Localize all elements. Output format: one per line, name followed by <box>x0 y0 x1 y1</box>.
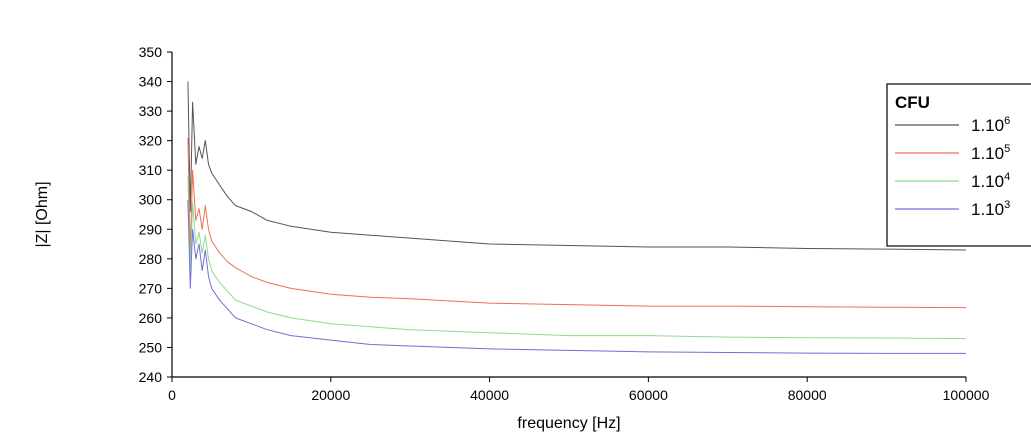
series-layer <box>187 81 967 354</box>
y-tick-label: 250 <box>139 339 163 355</box>
y-tick-label: 290 <box>139 221 163 237</box>
legend: CFU 1.106 1.105 1.104 1.103 <box>886 83 1031 247</box>
series-line-2 <box>187 137 967 309</box>
legend-label-1: 1.106 <box>971 115 1010 135</box>
series-line-4 <box>187 199 966 354</box>
series-line-1 <box>187 81 967 251</box>
y-tick-label: 260 <box>139 310 163 326</box>
x-tick-label: 100000 <box>943 387 990 403</box>
legend-label-4: 1.103 <box>971 199 1010 219</box>
y-tick-label: 240 <box>139 369 163 385</box>
y-tick-label: 280 <box>139 251 163 267</box>
y-tick-label: 310 <box>139 162 163 178</box>
y-tick-label: 330 <box>139 103 163 119</box>
x-tick-label: 40000 <box>470 387 509 403</box>
y-tick-label: 320 <box>139 133 163 149</box>
y-tick-label: 340 <box>139 74 163 90</box>
series-line-3 <box>187 176 967 340</box>
x-axis-title: frequency [Hz] <box>517 415 620 432</box>
legend-title: CFU <box>895 93 930 112</box>
x-tick-label: 20000 <box>311 387 350 403</box>
x-tick-label: 80000 <box>788 387 827 403</box>
y-tick-label: 300 <box>139 192 163 208</box>
y-axis-title: |Z| [Ohm] <box>34 181 51 247</box>
legend-label-3: 1.104 <box>971 171 1010 191</box>
legend-box <box>886 83 1031 247</box>
axes: 240 250 260 270 280 290 300 310 320 330 340 350 0 200… <box>34 44 990 432</box>
x-tick-label: 60000 <box>629 387 668 403</box>
x-tick-label: 0 <box>168 387 176 403</box>
y-tick-label: 350 <box>139 44 163 60</box>
y-tick-label: 270 <box>139 280 163 296</box>
legend-label-2: 1.105 <box>971 143 1010 163</box>
